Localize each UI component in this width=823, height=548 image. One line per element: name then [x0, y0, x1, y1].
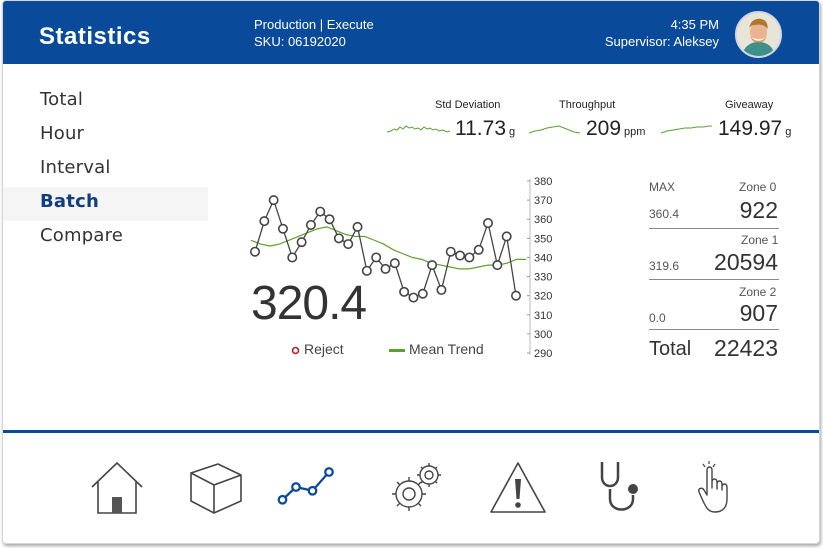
- settings-icon[interactable]: [387, 457, 447, 517]
- sample-point: [371, 252, 382, 263]
- mean-trend-line: [250, 226, 526, 270]
- total-label: Total: [649, 338, 692, 360]
- zone-1-count: 20594: [714, 249, 778, 275]
- sample-points: [250, 195, 521, 303]
- y-tick-label: 370: [534, 195, 552, 207]
- max-header: MAX: [649, 180, 676, 194]
- sample-point: [445, 246, 456, 257]
- nav-item-compare[interactable]: Compare: [40, 225, 124, 246]
- sample-point: [492, 260, 503, 271]
- clock: 4:35 PM: [670, 17, 719, 32]
- y-tick-label: 340: [534, 252, 552, 264]
- y-axis: 380 370 360 350 340 330 320 310 300 290: [527, 176, 552, 360]
- user-avatar-icon: [737, 13, 780, 56]
- nav-item-interval[interactable]: Interval: [40, 157, 111, 178]
- sample-point: [259, 216, 270, 227]
- reject-marker-icon: [291, 346, 300, 355]
- throughput-label: Throughput: [559, 99, 616, 111]
- y-tick-label: 310: [534, 310, 552, 322]
- sample-point: [324, 214, 335, 225]
- sample-point: [436, 284, 447, 295]
- y-tick-label: 380: [534, 176, 552, 188]
- giveaway-value: 149.97 g: [718, 117, 792, 140]
- statistics-icon[interactable]: [275, 457, 335, 517]
- zone-divider: [649, 228, 779, 229]
- y-tick-label: 290: [534, 348, 552, 360]
- sample-point: [315, 206, 326, 217]
- y-tick-label: 360: [534, 214, 552, 226]
- zone-1-max: 319.6: [649, 259, 680, 273]
- giveaway-sparkline: [661, 125, 712, 134]
- zone-divider: [649, 279, 779, 280]
- nav-item-batch[interactable]: Batch: [3, 187, 208, 221]
- throughput-value: 209 ppm: [586, 117, 646, 140]
- batch-weight-chart: 380 370 360 350 340 330 320 310 300 290: [250, 176, 552, 360]
- sample-point: [343, 239, 354, 250]
- sample-point: [455, 250, 466, 261]
- sample-point: [250, 246, 260, 257]
- zone-divider: [649, 329, 779, 330]
- sample-point: [380, 263, 391, 274]
- package-icon[interactable]: [186, 457, 246, 517]
- sample-point: [352, 221, 363, 232]
- sample-point: [464, 252, 475, 263]
- std-deviation-sparkline: [387, 125, 451, 133]
- zone-0-count: 922: [739, 197, 778, 223]
- total-count: 22423: [714, 335, 778, 361]
- sample-point: [473, 244, 484, 255]
- y-tick-label: 350: [534, 233, 552, 245]
- session-info: 4:35 PM Supervisor: Aleksey: [605, 16, 719, 50]
- sku-label: SKU: 06192020: [254, 34, 346, 49]
- sample-point: [510, 290, 521, 301]
- sample-point: [501, 231, 512, 242]
- zone-2-count: 907: [739, 300, 778, 326]
- current-weight-value: 320.4: [251, 277, 367, 330]
- y-tick-label: 320: [534, 291, 552, 303]
- production-mode: Production | Execute: [254, 17, 374, 32]
- sample-point: [305, 219, 316, 230]
- sample-point: [277, 223, 288, 234]
- sample-point: [417, 288, 428, 299]
- sample-point: [427, 260, 438, 271]
- sample-point: [361, 265, 372, 276]
- page-title: Statistics: [39, 23, 151, 50]
- throughput-sparkline: [529, 125, 581, 134]
- sample-point: [483, 218, 494, 229]
- sample-point: [287, 252, 298, 263]
- sample-point: [333, 233, 344, 244]
- legend-mean-trend: Mean Trend: [389, 341, 484, 357]
- nav-item-total[interactable]: Total: [40, 89, 84, 110]
- legend-reject: Reject: [291, 341, 344, 357]
- zone-1-label: Zone 1: [741, 233, 779, 247]
- zone-2-max: 0.0: [649, 311, 666, 325]
- toolbar-divider: [3, 430, 819, 433]
- home-icon[interactable]: [87, 457, 147, 517]
- y-tick-label: 330: [534, 272, 552, 284]
- sample-point: [296, 237, 307, 248]
- sample-point: [389, 258, 400, 269]
- sidebar-nav: Total Hour Interval Batch Compare: [3, 85, 208, 255]
- std-deviation-value: 11.73 g: [455, 117, 516, 140]
- supervisor-name: Supervisor: Aleksey: [604, 34, 719, 49]
- header-bar: Statistics Production | Execute SKU: 061…: [3, 1, 819, 64]
- production-context: Production | Execute SKU: 06192020: [254, 16, 374, 50]
- sample-point: [399, 286, 410, 297]
- warning-icon[interactable]: [488, 457, 548, 517]
- sample-point: [268, 195, 279, 206]
- giveaway-label: Giveaway: [725, 99, 774, 111]
- avatar[interactable]: [735, 11, 782, 58]
- zone-2-label: Zone 2: [739, 285, 777, 299]
- manual-touch-icon[interactable]: [693, 457, 753, 517]
- trend-line-icon: [389, 348, 405, 352]
- nav-item-hour[interactable]: Hour: [40, 123, 85, 144]
- std-deviation-label: Std Deviation: [435, 99, 501, 111]
- y-tick-label: 300: [534, 329, 552, 341]
- zone-0-label: Zone 0: [739, 180, 777, 194]
- diagnostics-icon[interactable]: [593, 457, 653, 517]
- zone-0-max: 360.4: [649, 207, 680, 221]
- sample-point: [408, 292, 419, 303]
